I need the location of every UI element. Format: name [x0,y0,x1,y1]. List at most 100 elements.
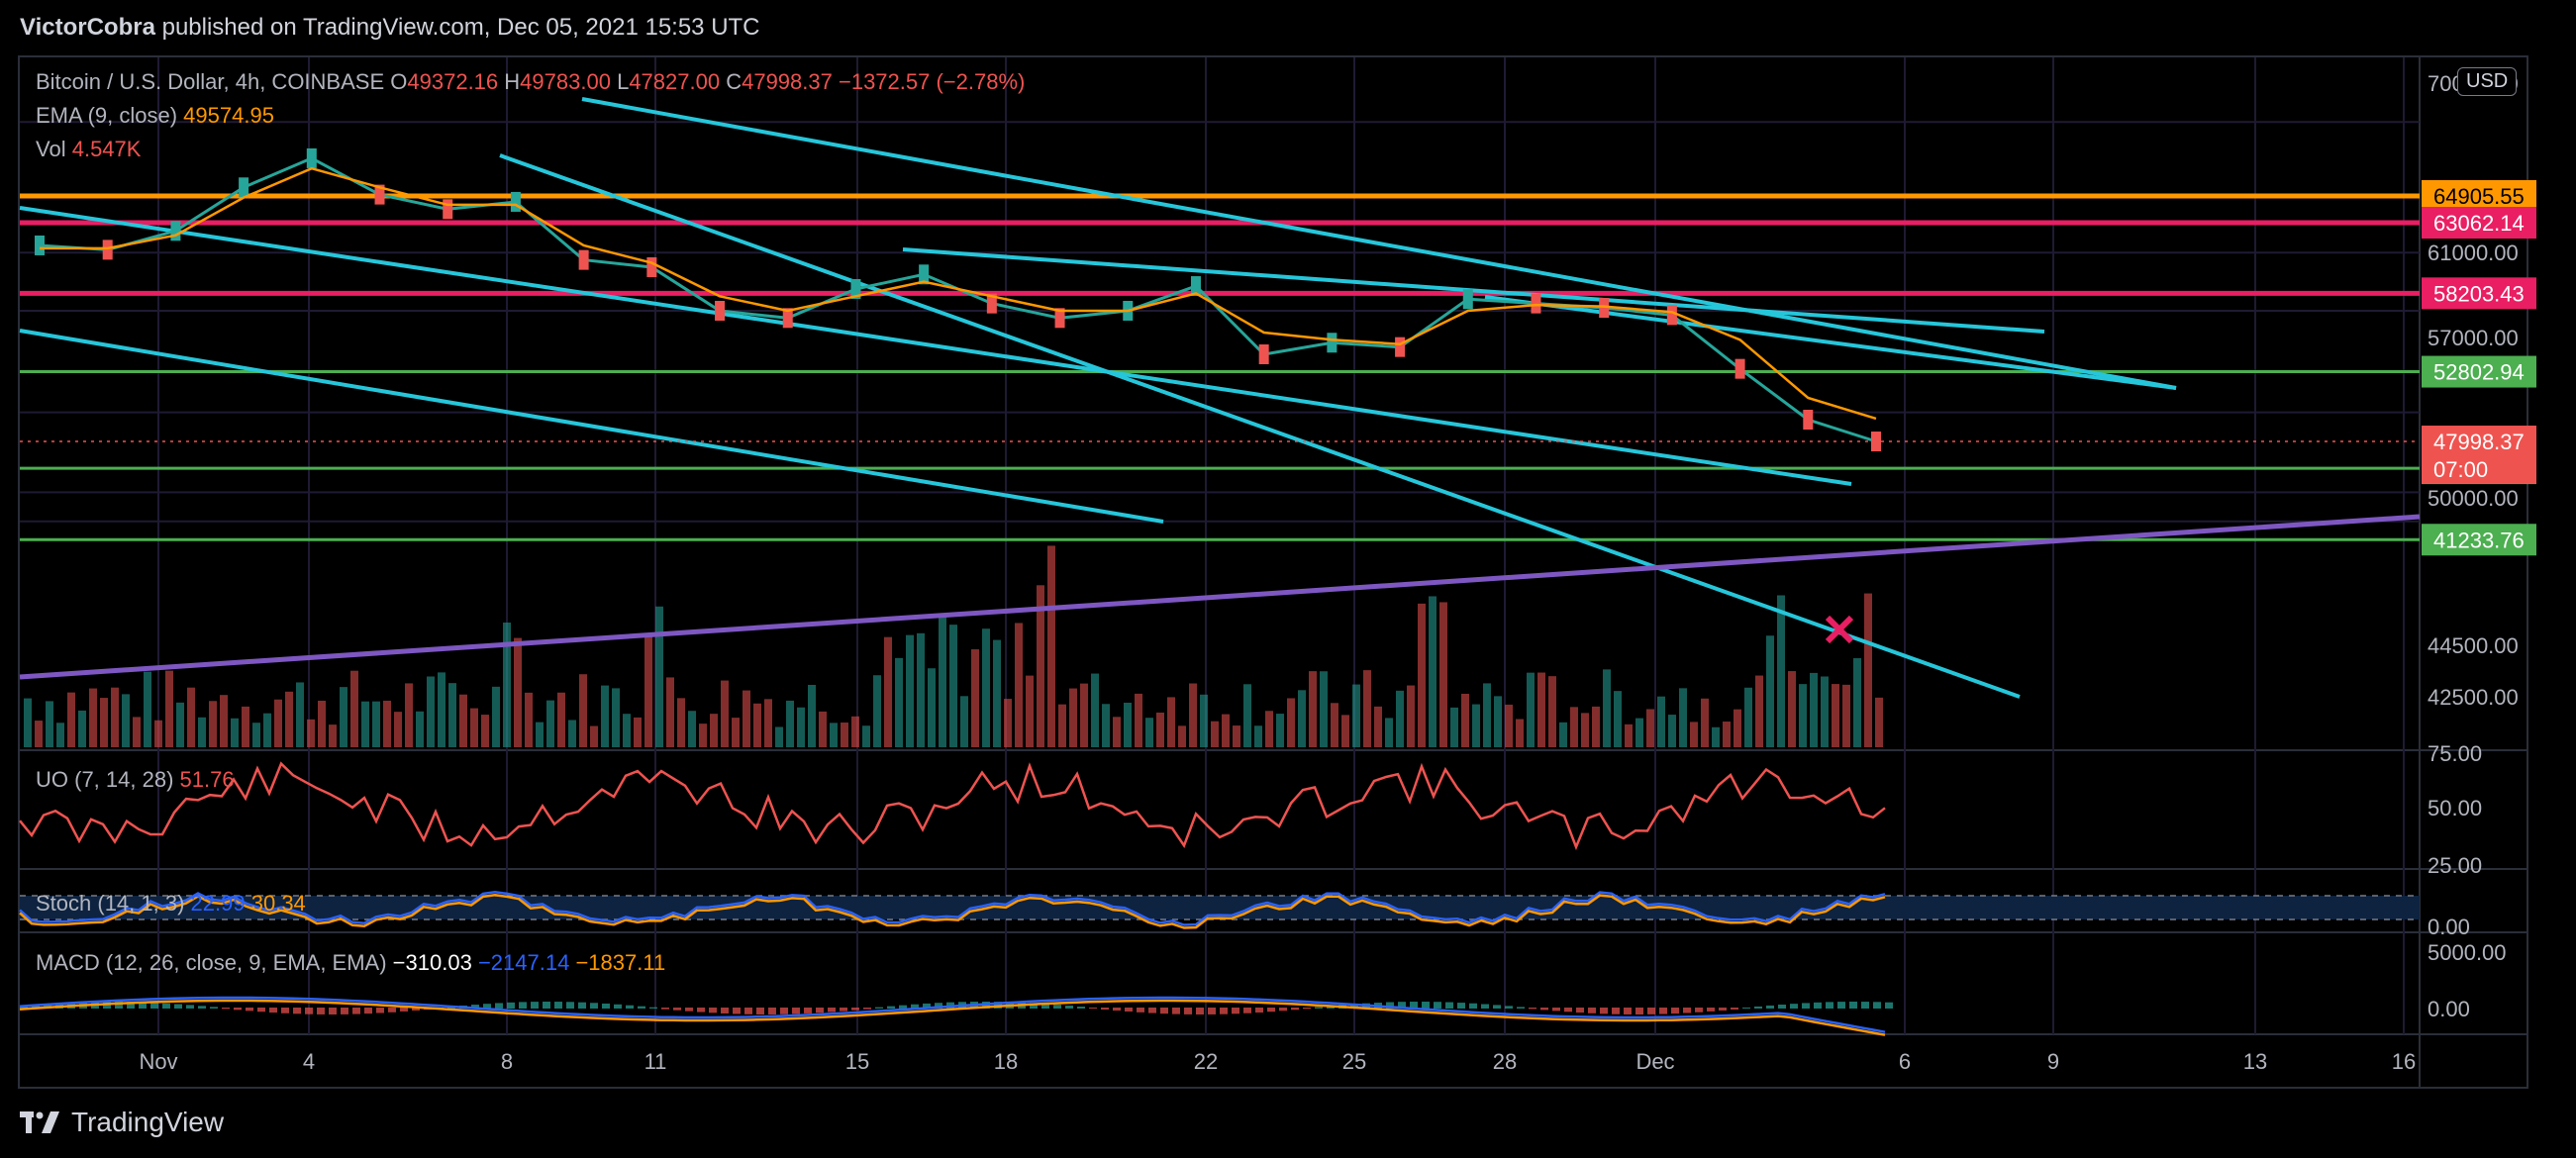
volume-bar [1233,725,1240,747]
volume-bar [1352,684,1360,747]
publish-info: published on TradingView.com, Dec 05, 20… [154,14,760,41]
macd-hist-bar [495,1003,503,1009]
volume-bar [775,726,783,747]
macd-hist-bar [412,1008,420,1012]
ema-legend[interactable]: EMA (9, close) 49574.95 [36,103,274,128]
price-candle-point [578,249,589,270]
author-name[interactable]: VictorCobra [20,14,155,41]
price-candle-point [1803,410,1814,431]
volume-bar [1875,697,1883,747]
volume-bar [1243,684,1251,747]
volume-bar [732,718,740,747]
volume-bar [1396,690,1404,747]
macd-hist-bar [1148,1008,1156,1013]
volume-bar [1734,709,1741,747]
volume-bar [710,714,718,747]
price-axis-tick: 61000.00 [2427,241,2519,265]
symbol-title[interactable]: Bitcoin / U.S. Dollar, 4h, COINBASE [36,69,385,94]
volume-bar [677,698,685,747]
macd-hist-bar [1695,1008,1703,1013]
price-candle-point [1531,293,1541,314]
volume-bar [176,702,184,747]
volume-legend[interactable]: Vol 4.547K [36,137,142,161]
volume-bar [252,723,260,747]
volume-bar [1701,698,1709,747]
macd-hist-bar [32,1005,40,1009]
price-candle-point [102,240,113,260]
volume-bar [470,708,478,747]
volume-bar [1516,719,1524,747]
macd-hist-bar [816,1008,824,1013]
macd-hist-bar [1707,1008,1715,1012]
volume-bar [1341,715,1349,747]
macd-hist-bar [1778,1004,1786,1009]
volume-bar [1418,603,1426,747]
volume-bar [536,722,544,747]
macd-axis-tick: 0.00 [2427,997,2470,1021]
uo-legend[interactable]: UO (7, 14, 28) 51.76 [36,767,235,792]
volume-bar [1527,672,1535,747]
price-axis-tick: 50000.00 [2427,486,2519,511]
macd-axis-tick: 5000.00 [2427,940,2507,965]
macd-hist-bar [768,1008,776,1014]
macd-hist-bar [1410,1002,1418,1009]
volume-bar [459,694,467,747]
ema-series-line [40,166,1877,421]
volume-bar [906,634,914,747]
tradingview-footer[interactable]: TradingView [20,1107,224,1138]
volume-bar [1374,706,1382,747]
volume-bar [655,606,663,747]
time-axis-tick: 13 [2243,1049,2267,1074]
macd-hist-bar [1220,1008,1228,1014]
macd-hist-bar [590,1003,598,1009]
level-58203-tag: 58203.43 [2433,281,2525,306]
cross-marker-icon [1825,615,1854,644]
macd-hist-bar [1742,1007,1750,1009]
macd-hist-bar [1089,1008,1097,1010]
volume-bar [1592,706,1600,747]
price-candle-point [510,191,521,212]
volume-bar [122,694,130,747]
price-axis-tick: 44500.00 [2427,633,2519,658]
macd-hist-bar [673,1008,681,1011]
volume-bar [753,703,761,747]
volume-bar [1548,676,1556,747]
volume-bar [819,711,827,747]
currency-button[interactable]: USD [2457,67,2518,96]
volume-bar [1287,698,1295,747]
macd-hist-bar [1041,1004,1049,1009]
macd-hist-bar [1267,1008,1275,1013]
volume-bar [971,649,979,747]
macd-hist-bar [1671,1008,1679,1014]
volume-bar [198,717,206,747]
macd-hist-bar [923,1003,931,1009]
price-candle-point [239,177,249,198]
macd-legend[interactable]: MACD (12, 26, close, 9, EMA, EMA) −310.0… [36,950,666,975]
volume-bar [982,628,990,747]
price-candle-point [919,264,930,285]
price-candle-point [35,235,45,255]
level-64905-tag-bg [2422,180,2536,213]
macd-hist-bar [127,1002,135,1009]
price-candle-point [1054,308,1065,329]
stoch-legend[interactable]: Stoch (14, 1, 3) 22.99 30.34 [36,891,306,916]
volume-bar [438,672,446,747]
trend-line [499,153,2021,699]
macd-hist-bar [649,1007,657,1009]
macd-hist-bar [1719,1008,1727,1011]
volume-bar [1472,704,1480,747]
macd-hist-bar [352,1008,360,1014]
volume-bar [1222,714,1230,747]
macd-hist-bar [1077,1007,1085,1009]
macd-hist-bar [1255,1008,1263,1013]
price-candle-point [850,278,861,299]
macd-hist-bar [840,1008,847,1012]
macd-line [19,996,1886,1033]
macd-hist-bar [1279,1008,1287,1012]
macd-hist-bar [1493,1005,1501,1009]
volume-bar [427,676,435,747]
uo-axis-tick: 25.00 [2427,853,2482,878]
open-value: 49372.16 [407,69,499,94]
macd-hist-bar [851,1008,859,1011]
